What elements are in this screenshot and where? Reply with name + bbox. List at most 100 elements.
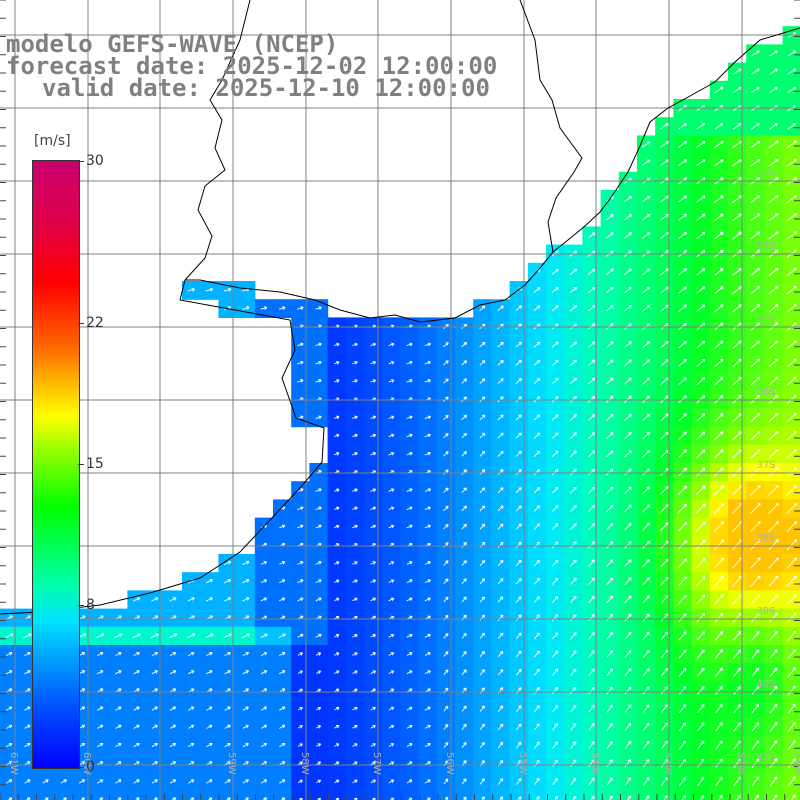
wind-arrow <box>78 761 86 766</box>
wind-arrow <box>696 576 706 587</box>
wind-arrow <box>624 504 632 513</box>
wind-arrow <box>224 670 231 675</box>
wind-arrow <box>588 759 595 768</box>
wind-arrow <box>606 450 614 458</box>
wind-arrow <box>660 377 669 385</box>
forecast-date: forecast date: 2025-12-02 12:00:00 <box>6 52 498 80</box>
wind-arrow <box>786 521 798 533</box>
wind-arrow <box>624 286 632 294</box>
wind-arrow <box>551 486 559 494</box>
wind-arrow <box>786 303 797 313</box>
wind-arrow <box>242 597 250 602</box>
wind-arrow <box>443 505 449 512</box>
wind-arrow <box>533 305 541 312</box>
wind-arrow <box>750 412 761 423</box>
wind-arrow <box>479 596 486 603</box>
wind-arrow <box>552 777 558 786</box>
latitude-label: 36S <box>756 387 775 398</box>
wind-arrow <box>334 761 340 765</box>
wind-arrow <box>352 761 358 765</box>
wind-arrow <box>624 431 632 440</box>
wind-arrow <box>151 651 158 656</box>
wind-arrow <box>497 541 504 548</box>
wind-arrow <box>715 685 723 695</box>
wind-arrow <box>388 561 395 565</box>
wind-speed-cell <box>473 790 492 800</box>
wind-arrow <box>242 779 249 784</box>
wind-arrow <box>733 776 741 787</box>
wind-arrow <box>388 506 395 511</box>
wind-arrow <box>224 779 231 784</box>
wind-arrow <box>769 68 779 75</box>
wind-arrow <box>606 613 614 622</box>
wind-arrow <box>24 651 31 656</box>
wind-arrow <box>151 724 158 729</box>
wind-arrow <box>642 777 650 786</box>
wind-arrow <box>750 376 761 386</box>
wind-arrow <box>461 705 467 712</box>
wind-arrow <box>713 575 724 587</box>
wind-arrow <box>769 740 778 750</box>
wind-arrow <box>750 68 760 75</box>
wind-arrow <box>786 213 797 222</box>
wind-arrow <box>297 524 304 529</box>
wind-arrow <box>696 140 706 148</box>
wind-arrow <box>696 231 706 240</box>
wind-arrow <box>461 487 467 494</box>
wind-arrow <box>297 670 303 674</box>
wind-arrow <box>115 779 122 784</box>
wind-arrow <box>316 706 322 711</box>
wind-arrow <box>642 740 650 750</box>
wind-arrow <box>786 539 798 551</box>
wind-arrow <box>606 741 613 749</box>
wind-arrow <box>352 579 358 583</box>
wind-arrow <box>5 633 14 639</box>
wind-arrow <box>623 213 633 221</box>
wind-arrow <box>461 469 467 475</box>
wind-arrow <box>750 430 761 441</box>
wind-arrow <box>786 412 797 423</box>
wind-arrow <box>334 506 340 511</box>
wind-arrow <box>497 578 504 585</box>
wind-arrow <box>352 634 358 638</box>
wind-arrow <box>206 742 213 748</box>
wind-arrow <box>424 706 431 711</box>
wind-arrow <box>515 632 522 640</box>
wind-arrow <box>242 761 249 766</box>
wind-arrow <box>732 213 743 222</box>
wind-arrow <box>642 431 651 440</box>
wind-arrow <box>352 451 358 456</box>
wind-arrow <box>479 378 486 384</box>
wind-arrow <box>679 776 687 786</box>
wind-arrow <box>97 779 104 784</box>
wind-arrow <box>660 595 669 604</box>
wind-arrow <box>714 268 724 276</box>
wind-arrow <box>587 450 596 458</box>
wind-arrow <box>787 630 797 641</box>
wind-arrow <box>206 651 213 656</box>
wind-arrow <box>660 413 669 422</box>
wind-arrow <box>24 706 31 711</box>
wind-arrow <box>297 743 303 747</box>
wind-arrow <box>133 779 140 784</box>
colorbar-tick-label: 8 <box>86 597 95 614</box>
wind-arrow <box>424 415 431 420</box>
wind-arrow <box>714 630 724 641</box>
wind-arrow <box>206 706 213 711</box>
wind-arrow <box>570 704 577 713</box>
wind-arrow <box>660 704 668 713</box>
wind-arrow <box>334 706 340 711</box>
wind-arrow <box>97 761 104 766</box>
wind-arrow <box>533 432 541 439</box>
wind-arrow <box>497 341 504 348</box>
wind-arrow <box>534 723 540 731</box>
wind-arrow <box>624 777 632 786</box>
wind-arrow <box>715 776 723 787</box>
wind-arrow <box>388 633 395 638</box>
wind-arrow <box>678 141 688 148</box>
wind-speed-cell <box>691 790 711 800</box>
wind-arrow <box>115 742 122 748</box>
wind-arrow <box>443 523 449 530</box>
wind-arrow <box>479 487 486 494</box>
wind-arrow <box>461 778 467 785</box>
